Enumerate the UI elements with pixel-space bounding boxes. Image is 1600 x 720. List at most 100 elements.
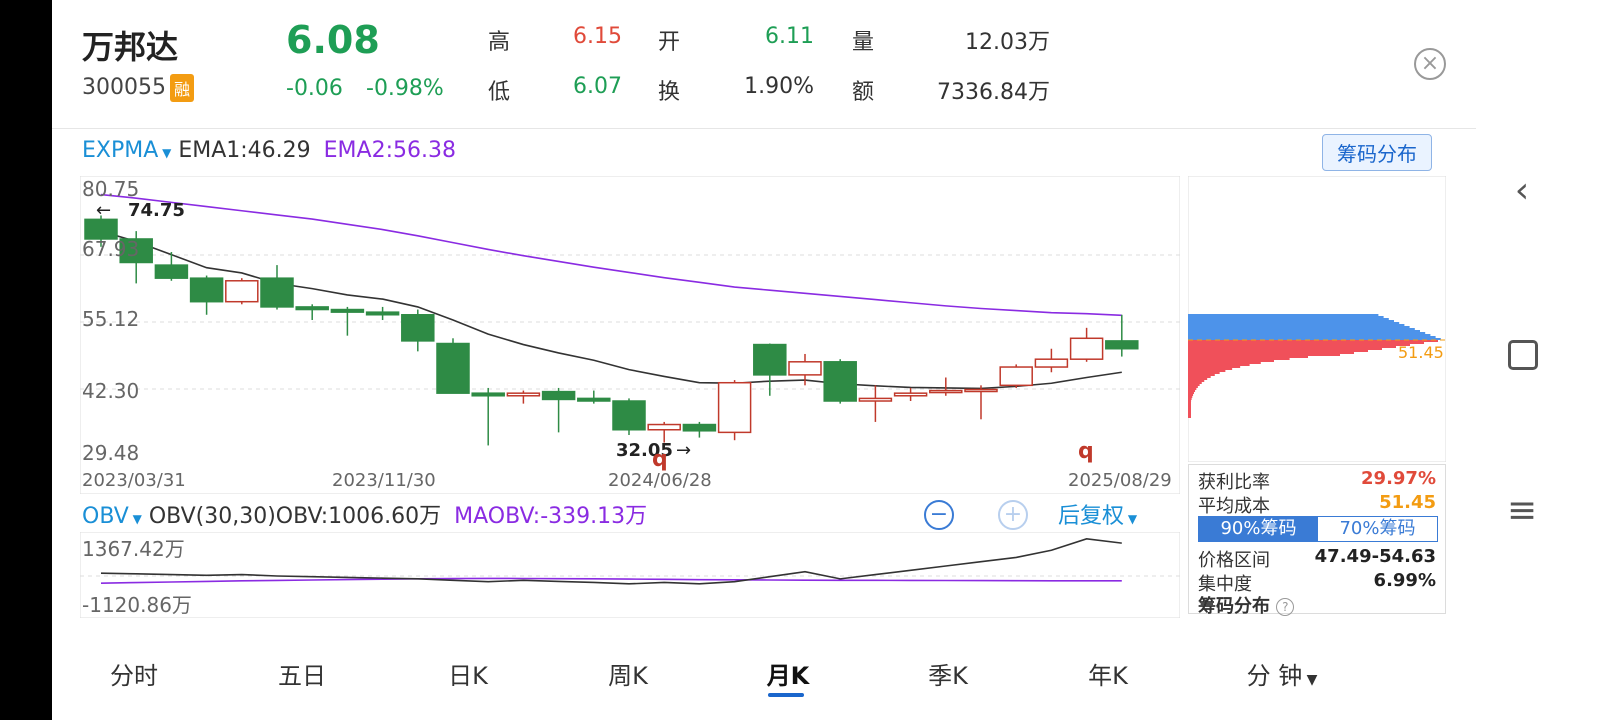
candle bbox=[330, 306, 365, 336]
menu-icon[interactable]: ≡ bbox=[1506, 490, 1538, 531]
chip-bar bbox=[1188, 322, 1400, 324]
stat-label-open: 开 bbox=[658, 30, 681, 55]
obv-selector[interactable]: OBV ▼ bbox=[82, 504, 142, 529]
active-tab-indicator bbox=[768, 693, 804, 697]
chip-bar bbox=[1188, 362, 1261, 364]
chip-bar bbox=[1188, 356, 1308, 358]
adjust-label[interactable]: 后复权 bbox=[1058, 504, 1125, 529]
price-range-value: 47.49-54.63 bbox=[1314, 546, 1436, 567]
period-tab-yearly[interactable]: 年K bbox=[1088, 662, 1128, 690]
candle bbox=[858, 385, 893, 422]
y-tick-label: 67.93 bbox=[82, 237, 139, 261]
candle bbox=[154, 252, 189, 281]
chip-bar bbox=[1188, 348, 1382, 350]
stat-value-turnover: 1.90% bbox=[744, 74, 814, 99]
caret-down-icon[interactable]: ▼ bbox=[1302, 672, 1318, 688]
price-change-pct: -0.98% bbox=[366, 76, 444, 101]
chip-bar bbox=[1188, 344, 1410, 346]
chip-bar bbox=[1188, 366, 1241, 368]
stock-code-row: 300055 融 bbox=[82, 74, 194, 102]
home-icon[interactable] bbox=[1508, 340, 1538, 370]
stat-value-low: 6.07 bbox=[573, 74, 622, 99]
candle-body bbox=[471, 392, 505, 397]
tab-chips-70[interactable]: 70%筹码 bbox=[1318, 517, 1437, 541]
candle bbox=[612, 398, 646, 435]
q-marker: q bbox=[1078, 439, 1094, 464]
app-window: 万邦达 300055 融 6.08 -0.06 -0.98% 高 6.15 开 6… bbox=[52, 0, 1476, 720]
obv-lines-group bbox=[100, 538, 1122, 585]
candle bbox=[647, 421, 681, 443]
period-tab-intraday[interactable]: 分时 bbox=[110, 662, 158, 690]
obv-y-top-label: 1367.42万 bbox=[82, 537, 185, 561]
chip-bar bbox=[1188, 370, 1226, 372]
chip-bar bbox=[1188, 374, 1215, 376]
candle bbox=[1105, 314, 1139, 357]
chip-bar bbox=[1188, 334, 1431, 336]
help-icon[interactable]: ? bbox=[1276, 598, 1295, 616]
profit-ratio-label: 获利比率 bbox=[1198, 472, 1270, 493]
candle bbox=[84, 215, 118, 247]
candle bbox=[260, 265, 294, 310]
obv-name[interactable]: OBV bbox=[82, 504, 129, 529]
caret-down-icon[interactable]: ▼ bbox=[128, 512, 142, 526]
close-icon[interactable]: × bbox=[1414, 48, 1446, 80]
period-tab-quarterly[interactable]: 季K bbox=[928, 662, 968, 690]
candles-group bbox=[84, 215, 1139, 446]
chip-bar bbox=[1188, 402, 1191, 404]
candle bbox=[225, 278, 259, 305]
max-arrow-icon: ← bbox=[96, 200, 111, 221]
caret-down-icon[interactable]: ▼ bbox=[1124, 512, 1138, 526]
candle-body bbox=[964, 388, 998, 393]
x-tick-label: 2024/06/28 bbox=[608, 470, 712, 491]
candle-body bbox=[612, 400, 646, 431]
obv-chart[interactable]: 1367.42万 -1120.86万 bbox=[80, 532, 1180, 618]
stat-label-turnover: 换 bbox=[658, 80, 681, 105]
candle-body bbox=[999, 366, 1033, 387]
zoom-out-icon[interactable]: − bbox=[924, 500, 954, 530]
y-tick-label: 80.75 bbox=[82, 177, 139, 201]
concentration-label: 集中度 bbox=[1198, 574, 1252, 595]
chip-bar bbox=[1188, 320, 1394, 322]
stat-value-high: 6.15 bbox=[573, 24, 622, 49]
chip-distribution-chart[interactable]: 51.45 bbox=[1188, 176, 1446, 462]
period-tab-weekly[interactable]: 周K bbox=[608, 662, 648, 690]
chip-bar bbox=[1188, 400, 1192, 402]
chip-bar bbox=[1188, 390, 1196, 392]
chip-distribution-button[interactable]: 筹码分布 bbox=[1322, 134, 1432, 171]
ema2-line bbox=[100, 193, 1122, 317]
back-icon[interactable]: ‹ bbox=[1514, 170, 1530, 211]
period-tab-monthly[interactable]: 月K bbox=[766, 662, 810, 690]
chip-bar bbox=[1188, 378, 1208, 380]
y-tick-label: 42.30 bbox=[82, 379, 139, 403]
period-tab-5day[interactable]: 五日 bbox=[278, 662, 326, 690]
indicator-selector[interactable]: EXPMA ▼ bbox=[82, 138, 171, 163]
chip-bar bbox=[1188, 364, 1250, 366]
candle-body bbox=[1034, 358, 1069, 368]
chip-bar bbox=[1188, 352, 1354, 354]
stat-value-amount: 7336.84万 bbox=[937, 80, 1050, 105]
zoom-in-icon[interactable]: + bbox=[998, 500, 1028, 530]
candle-body bbox=[717, 381, 752, 434]
adjust-selector[interactable]: 后复权 ▼ bbox=[1058, 498, 1137, 530]
candle bbox=[577, 390, 611, 404]
candle-body bbox=[1105, 340, 1139, 350]
candlestick-chart[interactable]: 80.75 67.93 55.12 42.30 29.48 2023/03/31… bbox=[80, 176, 1180, 494]
candle bbox=[682, 421, 717, 438]
chip-bar bbox=[1188, 408, 1191, 410]
x-tick-label: 2023/11/30 bbox=[332, 470, 436, 491]
tab-chips-90[interactable]: 90%筹码 bbox=[1199, 517, 1318, 541]
period-tab-minute[interactable]: 分 钟 ▼ bbox=[1212, 656, 1352, 691]
candle bbox=[964, 385, 998, 420]
chip-bar bbox=[1188, 386, 1198, 388]
candle bbox=[929, 377, 963, 396]
indicator-name[interactable]: EXPMA bbox=[82, 138, 159, 163]
period-minute-label[interactable]: 分 钟 bbox=[1246, 662, 1303, 690]
chip-bar bbox=[1188, 336, 1436, 338]
chip-range-tabs: 90%筹码 70%筹码 bbox=[1198, 516, 1438, 542]
chip-bars-group bbox=[1188, 314, 1441, 418]
chip-bar bbox=[1188, 376, 1211, 378]
caret-down-icon[interactable]: ▼ bbox=[158, 146, 172, 160]
candle-body bbox=[154, 264, 189, 279]
current-price: 6.08 bbox=[286, 18, 380, 62]
period-tab-daily[interactable]: 日K bbox=[448, 662, 488, 690]
